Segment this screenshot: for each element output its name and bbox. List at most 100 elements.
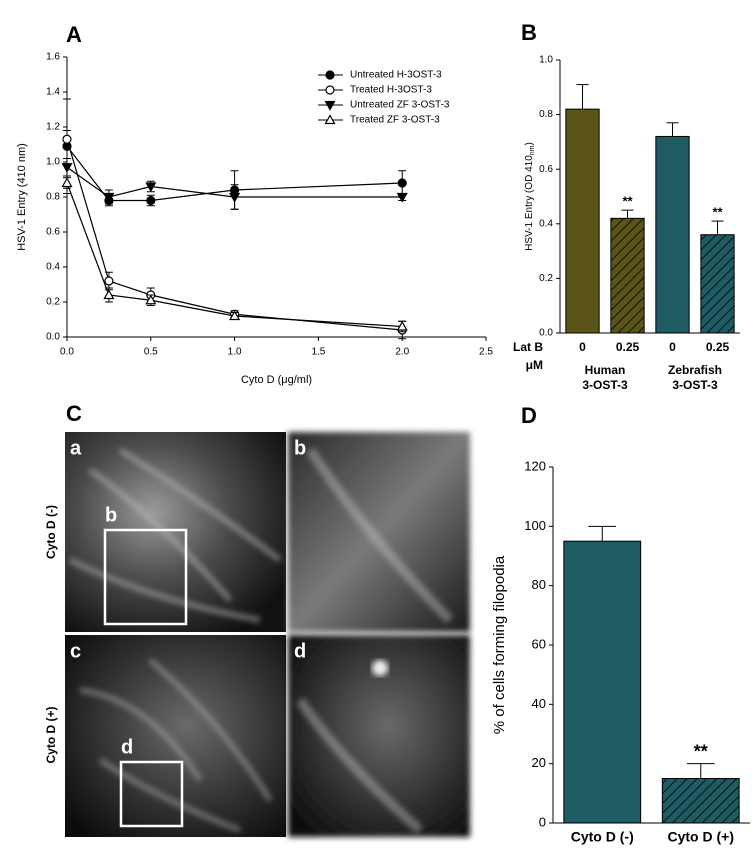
y-tick-label: 0	[539, 814, 546, 829]
x-axis-label: Cyto D (μg/ml)	[241, 374, 312, 386]
y-tick-label: 1.4	[46, 87, 60, 98]
y-axis-label: HSV-1 Entry (410 nm)	[16, 143, 28, 251]
row-label: Cyto D (-)	[44, 505, 58, 559]
x-tick-label: 0.5	[144, 347, 158, 358]
y-tick-label: 0.2	[539, 273, 553, 284]
marker	[104, 276, 114, 286]
group-label: 3-OST-3	[582, 378, 628, 392]
y-tick-label: 0.2	[46, 297, 60, 308]
group-label: Human	[585, 363, 626, 377]
x-tick-label: 1.0	[228, 347, 242, 358]
x-tick-label: Cyto D (-)	[571, 829, 634, 845]
micrographs: a b c d b d Cyto D (-) Cyto D (+)	[44, 432, 470, 837]
bar	[565, 108, 600, 334]
row-label: Cyto D (+)	[44, 706, 58, 763]
y-axis-label-part: nm	[529, 145, 536, 155]
cell-texture	[79, 657, 273, 833]
y-tick-label: 120	[524, 458, 546, 473]
inset-box	[119, 760, 184, 828]
x-tick-label: Cyto D (+)	[668, 829, 735, 845]
micrograph-label: a	[70, 437, 82, 459]
inset-box	[103, 528, 188, 626]
marker	[229, 192, 241, 203]
y-tick-label: 0.0	[46, 332, 60, 343]
y-tick-label: 0.4	[539, 218, 553, 229]
significance-label: **	[622, 194, 633, 209]
significance-label: **	[694, 741, 708, 761]
error-bar	[711, 220, 724, 235]
micrograph-label: c	[70, 640, 81, 662]
x-tick-label: 2.0	[395, 347, 409, 358]
y-tick-label: 100	[524, 518, 546, 533]
micrograph-label: d	[294, 640, 306, 662]
bar	[661, 778, 740, 824]
panel-label: B	[521, 20, 537, 45]
marker	[61, 163, 73, 173]
micrograph	[65, 635, 286, 837]
y-tick-label: 0.0	[539, 328, 553, 339]
legend-label: Treated H-3OST-3	[350, 85, 432, 96]
x-tick-label: 2.5	[479, 347, 493, 358]
significance-label: **	[712, 205, 723, 220]
x-tick-label: 0	[579, 340, 586, 354]
x-tick-label: 1.5	[311, 347, 325, 358]
group-label: Zebrafish	[668, 363, 722, 377]
y-axis-label: % of cells forming filopodia	[491, 555, 508, 734]
legend-marker	[324, 114, 336, 125]
legend-marker	[325, 85, 335, 95]
bar	[655, 135, 690, 334]
x-tick-label: 0.0	[60, 347, 74, 358]
error-bar	[686, 763, 715, 779]
marker	[229, 310, 241, 321]
inset-label: d	[121, 736, 133, 758]
inset-label: b	[105, 504, 117, 526]
y-tick-label: 20	[532, 755, 546, 770]
y-tick-label: 1.0	[539, 55, 553, 66]
marker	[62, 134, 72, 144]
y-tick-label: 1.0	[46, 157, 60, 168]
error-bar	[666, 122, 679, 137]
x-tick-label: 0	[669, 340, 676, 354]
panel-label: A	[66, 22, 82, 47]
y-axis-label-part: HSV-1 Entry (OD 410	[524, 155, 535, 251]
legend-marker	[324, 100, 336, 111]
y-tick-label: 0.6	[539, 164, 553, 175]
y-tick-label: 0.8	[539, 109, 553, 120]
error-bar	[576, 84, 589, 110]
category-axis-label: Lat B	[513, 340, 543, 354]
y-tick-label: 0.4	[46, 262, 60, 273]
marker	[103, 192, 115, 203]
y-tick-label: 40	[532, 696, 546, 711]
marker	[145, 182, 157, 193]
bar	[610, 217, 645, 334]
legend-label: Treated ZF 3-OST-3	[350, 115, 440, 126]
cell-texture	[295, 447, 454, 834]
panel-label: D	[521, 403, 537, 428]
marker	[396, 320, 408, 331]
panel-label: C	[66, 401, 82, 426]
micrograph-label: b	[294, 437, 306, 459]
marker	[61, 177, 73, 188]
category-axis-label: μM	[526, 358, 543, 372]
marker	[396, 192, 408, 203]
x-tick-label: 0.25	[616, 340, 640, 354]
y-tick-label: 60	[532, 636, 546, 651]
y-axis-label-part: )	[524, 142, 535, 145]
y-tick-label: 80	[532, 577, 546, 592]
y-tick-label: 1.2	[46, 122, 60, 133]
series-line	[66, 139, 403, 331]
error-bar	[621, 209, 634, 219]
y-tick-label: 0.6	[46, 227, 60, 238]
cell-texture	[372, 660, 388, 676]
y-tick-label: 0.8	[46, 192, 60, 203]
legend-label: Untreated H-3OST-3	[350, 70, 442, 81]
cell-texture	[68, 447, 282, 623]
legend-label: Untreated ZF 3-OST-3	[350, 100, 450, 111]
marker	[397, 178, 407, 188]
group-label: 3-OST-3	[672, 378, 718, 392]
y-tick-label: 1.6	[46, 52, 60, 63]
marker	[146, 195, 156, 206]
x-tick-label: 0.25	[706, 340, 730, 354]
